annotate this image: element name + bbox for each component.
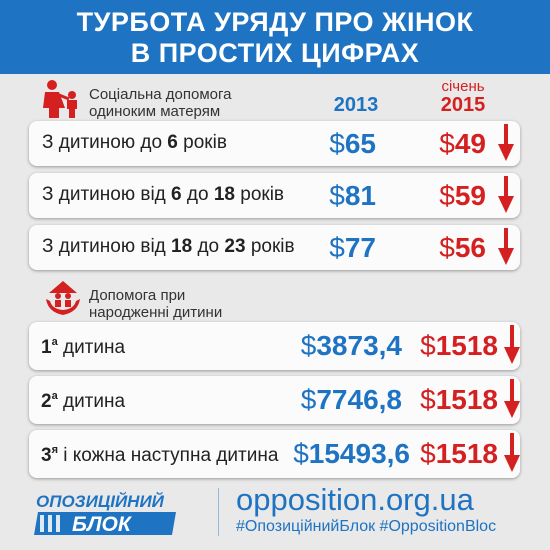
value-2015: $1518: [420, 330, 498, 361]
hands-family-icon: [46, 281, 80, 315]
value-2015: $1518: [420, 384, 498, 415]
table-row: 2а дитина $7746,8 $1518: [29, 376, 520, 424]
page-title-line1: ТУРБОТА УРЯДУ ПРО ЖІНОК: [76, 7, 474, 37]
hashtags: #ОпозиційнийБлок #OppositionBloc: [236, 518, 497, 535]
row-label: 3я і кожна наступна дитина: [41, 444, 279, 466]
value-2015: $59: [439, 180, 486, 211]
value-2013: $77: [329, 232, 376, 263]
section2-label-line1: Допомога при: [89, 287, 186, 304]
section1-label-line1: Соціальна допомога: [89, 86, 232, 103]
logo-line2: БЛОК: [72, 513, 133, 536]
value-2013: $15493,6: [293, 438, 410, 469]
value-2015: $49: [439, 128, 486, 159]
footer-divider: [218, 488, 219, 536]
value-2015: $1518: [420, 438, 498, 469]
column-year-2015: 2015: [440, 94, 486, 116]
value-2013: $3873,4: [300, 330, 402, 361]
row-label: 1а дитина: [41, 336, 126, 358]
row-label: З дитиною до 6 років: [42, 132, 227, 153]
value-2013: $65: [329, 128, 376, 159]
down-arrow-icon: [504, 379, 520, 418]
column-year-2013: 2013: [333, 94, 379, 116]
row-label: З дитиною від 18 до 23 років: [42, 236, 295, 257]
table-row: З дитиною від 18 до 23 років $77 $56: [29, 225, 520, 270]
down-arrow-icon: [504, 433, 520, 472]
mother-child-icon: [43, 80, 77, 118]
section2-label-line2: народженні дитини: [89, 304, 223, 321]
page-title-line2: В ПРОСТИХ ЦИФРАХ: [130, 38, 420, 68]
website-link[interactable]: opposition.org.ua: [236, 482, 474, 517]
header-banner: ТУРБОТА УРЯДУ ПРО ЖІНОК В ПРОСТИХ ЦИФРАХ: [0, 0, 550, 74]
section1-label-line2: одиноким матерям: [89, 103, 221, 120]
down-arrow-icon: [498, 176, 514, 213]
column-month-label: січень: [441, 78, 485, 95]
row-label: 2а дитина: [41, 390, 126, 412]
opposition-bloc-logo: ОПОЗИЦІЙНИЙ БЛОК: [34, 491, 176, 536]
table-row: З дитиною до 6 років $65 $49: [29, 121, 520, 166]
row-label: З дитиною від 6 до 18 років: [42, 184, 285, 205]
table-row: 1а дитина $3873,4 $1518: [29, 322, 520, 370]
down-arrow-icon: [504, 325, 520, 364]
down-arrow-icon: [498, 228, 514, 265]
down-arrow-icon: [498, 124, 514, 161]
value-2015: $56: [439, 232, 486, 263]
table-row: З дитиною від 6 до 18 років $81 $59: [29, 173, 520, 218]
value-2013: $81: [329, 180, 376, 211]
logo-line1: ОПОЗИЦІЙНИЙ: [36, 491, 165, 511]
table-row: 3я і кожна наступна дитина $15493,6 $151…: [29, 430, 520, 478]
value-2013: $7746,8: [300, 384, 402, 415]
